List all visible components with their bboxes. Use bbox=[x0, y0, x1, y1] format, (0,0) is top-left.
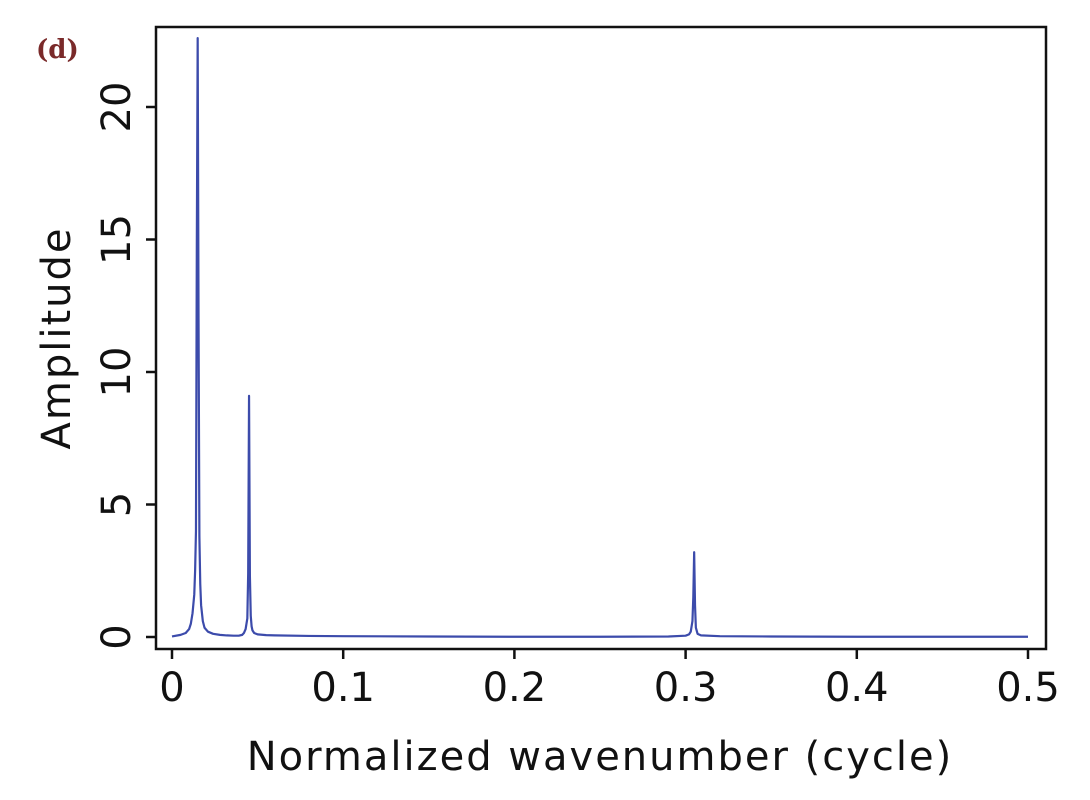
y-tick-label: 15 bbox=[94, 214, 140, 265]
x-tick-label: 0 bbox=[159, 665, 184, 711]
y-axis: 0 5 10 15 20 bbox=[94, 82, 156, 650]
x-tick-label: 0.4 bbox=[825, 665, 889, 711]
y-tick-label: 0 bbox=[94, 624, 140, 649]
y-tick-label: 5 bbox=[94, 492, 140, 517]
y-axis-title: Amplitude bbox=[34, 227, 80, 450]
x-axis: 0 0.1 0.2 0.3 0.4 0.5 bbox=[159, 649, 1060, 711]
x-tick-label: 0.1 bbox=[311, 665, 375, 711]
x-tick-label: 0.5 bbox=[996, 665, 1060, 711]
y-tick-label: 20 bbox=[94, 82, 140, 133]
y-tick-label: 10 bbox=[94, 347, 140, 398]
plot-frame bbox=[154, 25, 1048, 651]
series-line bbox=[171, 37, 1028, 638]
x-axis-title: Normalized wavenumber (cycle) bbox=[247, 734, 953, 780]
x-tick-label: 0.3 bbox=[654, 665, 718, 711]
x-tick-label: 0.2 bbox=[483, 665, 547, 711]
panel-label: (d) bbox=[36, 35, 79, 65]
